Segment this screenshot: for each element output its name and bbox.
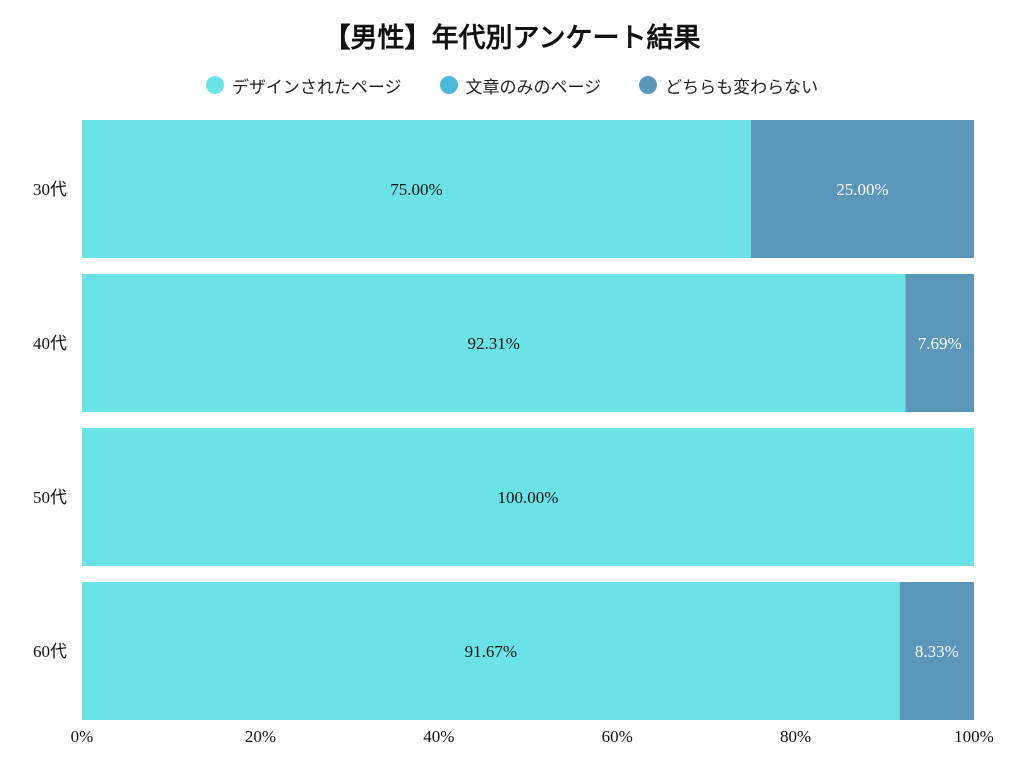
legend-item-text-only: 文章のみのページ [439, 73, 602, 98]
data-label: 92.31% [467, 334, 519, 353]
bar-segment [82, 274, 906, 412]
x-tick-label: 100% [954, 727, 994, 746]
legend: デザインされたページ 文章のみのページ どちらも変わらない [0, 70, 1024, 100]
category-label: 30代 [33, 180, 67, 199]
bar-segment [899, 582, 974, 720]
category-label: 60代 [33, 642, 67, 661]
bar-segment [82, 428, 974, 566]
x-tick-label: 20% [245, 727, 276, 746]
category-label: 50代 [33, 488, 67, 507]
bar-segment [905, 274, 974, 412]
legend-item-no-difference: どちらも変わらない [639, 73, 818, 98]
legend-swatch-designed [205, 76, 224, 94]
data-label: 7.69% [918, 334, 962, 353]
legend-label-no-difference: どちらも変わらない [665, 77, 819, 98]
chart-title: 【男性】年代別アンケート結果 [323, 23, 701, 54]
category-label: 40代 [33, 334, 67, 353]
legend-swatch-no-difference [639, 76, 658, 94]
legend-label-text-only: 文章のみのページ [465, 77, 602, 98]
data-label: 91.67% [465, 642, 517, 661]
data-label: 100.00% [498, 488, 559, 507]
x-tick-label: 0% [71, 727, 94, 746]
bar-segment [82, 120, 751, 258]
bar-segment [751, 120, 974, 258]
data-label: 8.33% [915, 642, 959, 661]
bar-segment [82, 582, 900, 720]
data-label: 75.00% [390, 180, 442, 199]
legend-swatch-text-only [439, 76, 458, 94]
x-tick-label: 80% [780, 727, 811, 746]
x-tick-label: 40% [423, 727, 454, 746]
data-label: 25.00% [836, 180, 888, 199]
legend-item-designed: デザインされたページ [205, 73, 402, 98]
legend-label-designed: デザインされたページ [231, 77, 402, 98]
x-tick-label: 60% [602, 727, 633, 746]
